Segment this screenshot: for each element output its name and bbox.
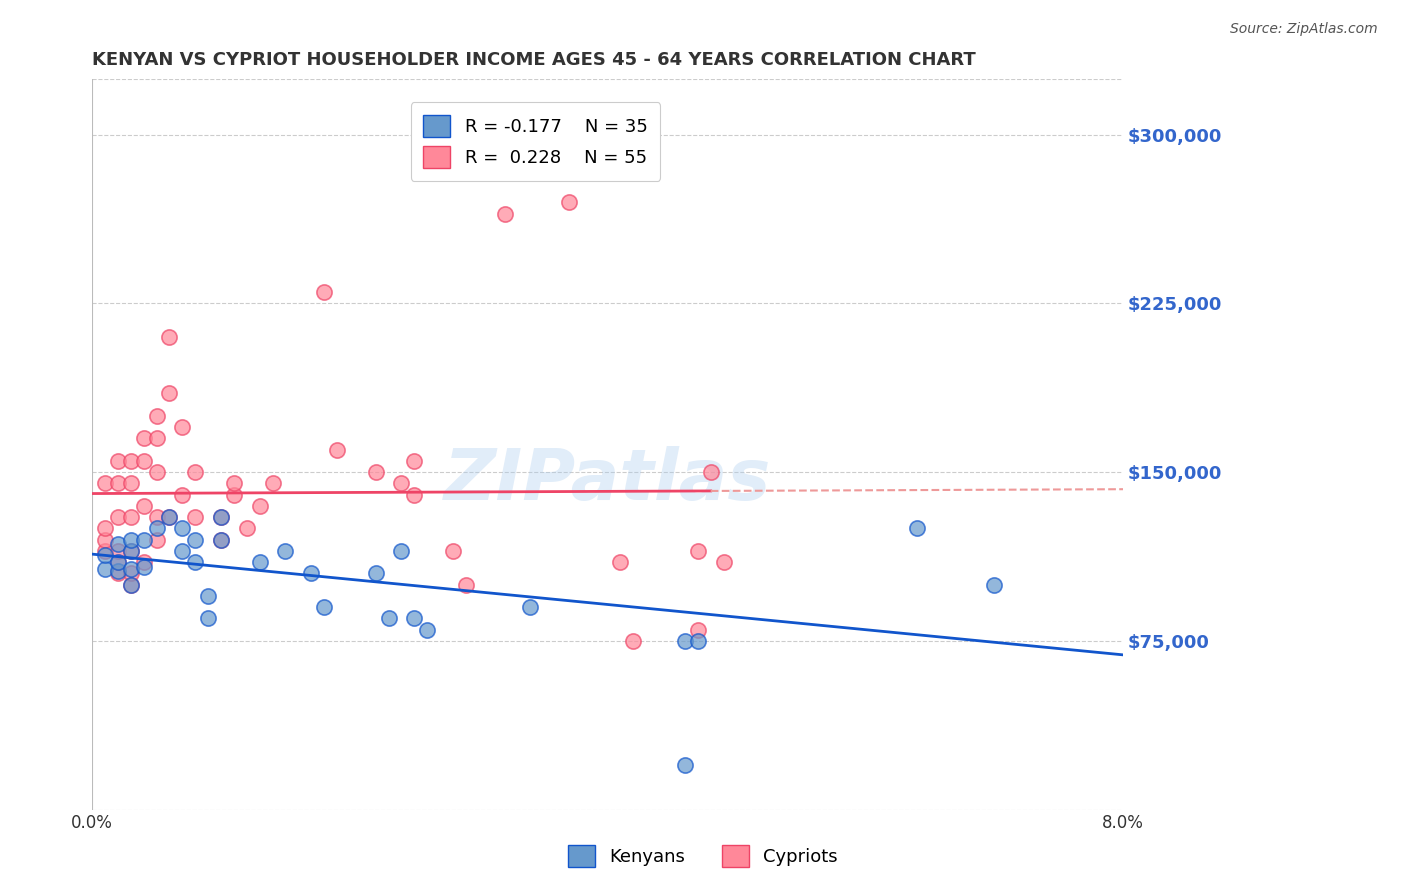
Point [686,623,709,637]
Point [132,499,155,513]
Point [107,566,129,581]
Point [159,510,181,524]
Text: KENYAN VS CYPRIOT HOUSEHOLDER INCOME AGES 45 - 64 YEARS CORRELATION CHART: KENYAN VS CYPRIOT HOUSEHOLDER INCOME AGE… [93,51,976,69]
Point [94,521,117,535]
Point [404,611,426,625]
Point [94,544,117,558]
Point [120,566,142,581]
Point [145,521,167,535]
Text: Source: ZipAtlas.com: Source: ZipAtlas.com [1230,22,1378,37]
Point [404,488,426,502]
Point [673,757,696,772]
Point [184,533,207,547]
Point [364,566,387,581]
Point [713,555,735,569]
Point [454,577,477,591]
Point [197,589,219,603]
Point [120,577,142,591]
Point [107,537,129,551]
Legend: R = -0.177    N = 35, R =  0.228    N = 55: R = -0.177 N = 35, R = 0.228 N = 55 [411,103,661,180]
Point [519,600,541,615]
Point [364,465,387,479]
Point [983,577,1005,591]
Point [686,544,709,558]
Point [145,465,167,479]
Point [314,600,336,615]
Point [249,499,271,513]
Point [159,386,181,401]
Point [145,432,167,446]
Point [184,510,207,524]
Point [107,555,129,569]
Point [184,555,207,569]
Point [94,533,117,547]
Point [145,533,167,547]
Point [172,544,194,558]
Legend: Kenyans, Cypriots: Kenyans, Cypriots [561,838,845,874]
Point [391,476,413,491]
Point [94,476,117,491]
Point [145,510,167,524]
Point [326,442,349,457]
Point [172,488,194,502]
Point [249,555,271,569]
Point [673,633,696,648]
Point [209,510,232,524]
Point [132,533,155,547]
Point [558,195,581,210]
Point [441,544,464,558]
Point [159,510,181,524]
Point [132,454,155,468]
Point [621,633,644,648]
Point [120,510,142,524]
Point [494,206,516,220]
Point [609,555,631,569]
Point [132,432,155,446]
Point [222,476,245,491]
Point [197,611,219,625]
Point [299,566,322,581]
Point [107,454,129,468]
Point [120,544,142,558]
Point [120,562,142,576]
Point [120,544,142,558]
Point [377,611,399,625]
Point [236,521,259,535]
Point [120,476,142,491]
Point [132,555,155,569]
Point [209,533,232,547]
Point [699,465,721,479]
Point [222,488,245,502]
Point [107,544,129,558]
Point [274,544,297,558]
Point [172,521,194,535]
Point [120,533,142,547]
Point [314,285,336,300]
Point [145,409,167,423]
Point [391,544,413,558]
Point [404,454,426,468]
Point [209,533,232,547]
Point [120,454,142,468]
Point [416,623,439,637]
Point [209,510,232,524]
Text: ZIPatlas: ZIPatlas [444,446,772,515]
Point [120,577,142,591]
Point [107,510,129,524]
Point [107,555,129,569]
Point [107,564,129,578]
Point [94,562,117,576]
Point [262,476,284,491]
Point [905,521,928,535]
Point [94,549,117,563]
Point [159,330,181,344]
Point [132,559,155,574]
Point [184,465,207,479]
Point [686,633,709,648]
Point [172,420,194,434]
Point [107,476,129,491]
